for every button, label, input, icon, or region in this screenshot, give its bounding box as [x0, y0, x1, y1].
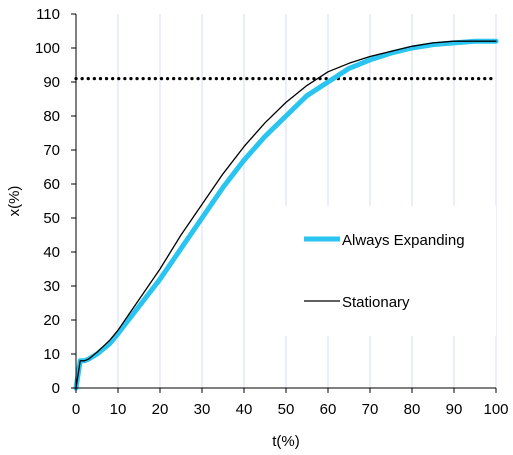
- y-tick-label-70: 70: [43, 142, 60, 159]
- y-tick-label-0: 0: [52, 380, 60, 397]
- x-tick-label-60: 60: [320, 401, 337, 418]
- x-tick-label-70: 70: [362, 401, 379, 418]
- x-tick-label-10: 10: [110, 401, 127, 418]
- y-tick-label-50: 50: [43, 210, 60, 227]
- x-tick-label-0: 0: [72, 401, 80, 418]
- y-tick-label-20: 20: [43, 312, 60, 329]
- x-tick-label-40: 40: [236, 401, 253, 418]
- x-tick-label-30: 30: [194, 401, 211, 418]
- x-tick-label-50: 50: [278, 401, 295, 418]
- x-tick-label-90: 90: [446, 401, 463, 418]
- x-ticks: 0 10 20 30 40 50 60 70 80 90 100: [72, 388, 509, 418]
- y-axis-title: x(%): [6, 186, 23, 217]
- y-ticks: 0 10 20 30 40 50 60 70 80 90 100 110: [35, 6, 76, 397]
- y-tick-label-40: 40: [43, 244, 60, 261]
- x-axis-title: t(%): [272, 433, 300, 450]
- y-tick-label-80: 80: [43, 108, 60, 125]
- legend-label-stationary: Stationary: [342, 294, 410, 311]
- x-tick-label-80: 80: [404, 401, 421, 418]
- y-tick-label-10: 10: [43, 346, 60, 363]
- y-tick-label-30: 30: [43, 278, 60, 295]
- y-tick-label-100: 100: [35, 40, 60, 57]
- legend: Always Expanding Stationary: [282, 206, 496, 336]
- series-layer: [73, 38, 499, 391]
- legend-box: [282, 206, 496, 336]
- series-line-always-expanding: [73, 38, 499, 391]
- y-tick-label-60: 60: [43, 176, 60, 193]
- y-tick-label-90: 90: [43, 74, 60, 91]
- series-line-stationary: [75, 40, 497, 389]
- legend-label-always-expanding: Always Expanding: [342, 232, 465, 249]
- x-tick-label-100: 100: [483, 401, 508, 418]
- y-tick-label-110: 110: [36, 6, 60, 23]
- x-tick-label-20: 20: [152, 401, 169, 418]
